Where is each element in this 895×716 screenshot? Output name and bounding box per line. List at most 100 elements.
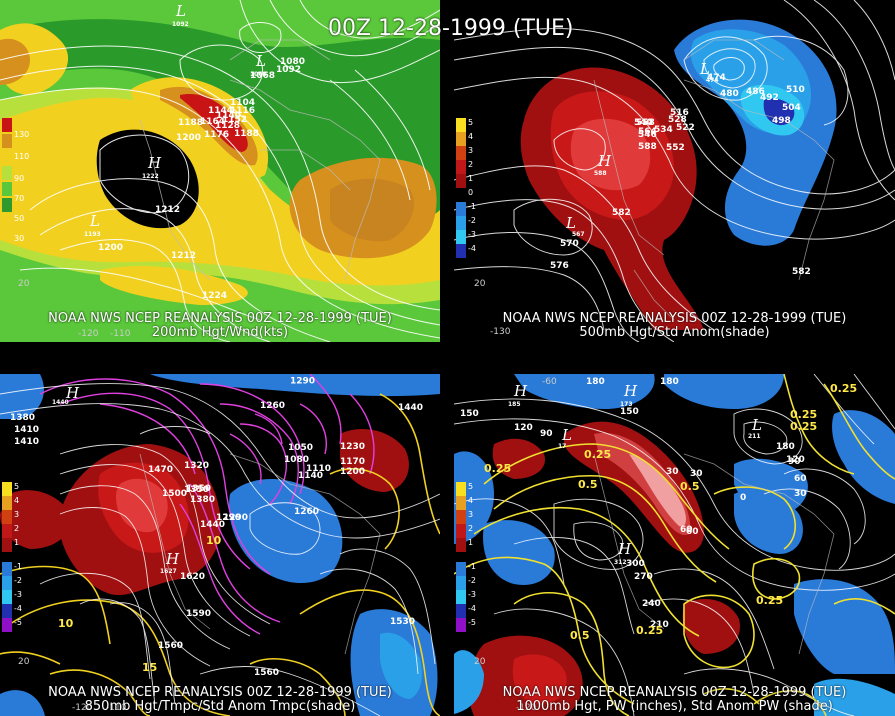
contour-label: 1620: [180, 572, 205, 582]
legend-label: 50: [14, 214, 25, 223]
lon-label: -60: [542, 377, 557, 387]
legend-label: -1: [14, 562, 22, 571]
legend-label: 3: [468, 510, 474, 519]
center-marker: L: [751, 416, 762, 434]
lat-label: 20: [474, 657, 486, 667]
panel-subcaption: 850mb Hgt/Tmpc/Std Anom Tmpc(shade): [84, 699, 356, 714]
contour-label: 1200: [176, 133, 201, 143]
page-title: 00Z 12-28-1999 (TUE): [328, 16, 574, 41]
pw-label: 0.5: [578, 478, 598, 491]
lat-label: 20: [18, 279, 30, 289]
contour-label: 1500: [162, 489, 187, 499]
contour-label: 270: [634, 572, 653, 582]
lon-label: -120: [72, 703, 93, 713]
contour-label: 546: [638, 130, 657, 140]
center-marker: L: [565, 214, 576, 232]
contour-label: 576: [550, 261, 569, 271]
contour-label: 528: [668, 115, 687, 125]
contour-label: 1530: [390, 617, 415, 627]
legend-label: -5: [14, 618, 22, 627]
legend-label: 30: [14, 234, 25, 243]
center-value: 211: [748, 433, 761, 440]
center-value: 1627: [160, 568, 177, 575]
contour-label: 180: [776, 442, 795, 452]
center-marker: H: [513, 382, 528, 400]
contour-label: 1170: [340, 457, 365, 467]
lon-label: -120: [516, 703, 537, 713]
contour-label: 1380: [190, 495, 215, 505]
legend-label: 4: [14, 496, 20, 505]
panel-caption: NOAA NWS NCEP REANALYSIS 00Z 12-28-1999 …: [502, 311, 847, 326]
contour-label: 90: [788, 457, 801, 467]
contour-label: 1410: [14, 437, 39, 447]
legend-label: 90: [14, 174, 25, 183]
lon-label: -120: [78, 329, 99, 339]
contour-label: 1320: [184, 461, 209, 471]
center-marker: L: [255, 52, 266, 70]
center-marker: H: [165, 550, 180, 568]
contour-label: 1212: [171, 251, 196, 261]
panel-subcaption: 500mb Hgt/Std Anom(shade): [579, 325, 770, 340]
map-850mb: 1290 1440 1410 1380 1350 1320 1470 1500 …: [0, 374, 440, 716]
center-value: 17: [558, 443, 566, 450]
contour-label: 150: [620, 407, 639, 417]
contour-label: 1152: [222, 115, 247, 125]
legend-label: -2: [14, 576, 22, 585]
lon-label: -110: [106, 703, 127, 713]
contour-label: 1068: [250, 71, 275, 81]
lat-label: 20: [18, 657, 30, 667]
contour-label: 210: [650, 620, 669, 630]
contour-label: 1140: [298, 471, 323, 481]
contour-label: 60: [794, 474, 807, 484]
contour-label: 1140: [216, 111, 241, 121]
contour-label: 60: [680, 525, 693, 535]
panel-caption: NOAA NWS NCEP REANALYSIS 00Z 12-28-1999 …: [48, 685, 392, 700]
legend-label: -2: [468, 576, 476, 585]
contour-label: 1110: [306, 464, 331, 474]
contour-label: 120: [786, 455, 805, 465]
contour-label: 1212: [155, 205, 180, 215]
legend-label: -4: [468, 604, 476, 613]
contour-label: 480: [720, 89, 739, 99]
contour-label: 558: [636, 118, 655, 128]
panel-subcaption: 200mb Hgt/Wnd(kts): [151, 325, 289, 340]
legend-label: -3: [468, 230, 476, 239]
center-value: 1222: [142, 173, 159, 180]
contour-label: 1410: [14, 425, 39, 435]
panel-subcaption: 1000mb Hgt, PW (inches), Std Anom PW (sh…: [516, 699, 833, 714]
center-marker: H: [623, 382, 638, 400]
contour-label: 0: [740, 493, 746, 503]
legend-label: -3: [468, 590, 476, 599]
legend-label: 0: [468, 188, 474, 197]
contour-label: 1188: [178, 118, 203, 128]
contour-label: 1050: [288, 443, 313, 453]
center-marker: H: [65, 384, 80, 402]
legend-label: 1: [468, 174, 474, 183]
contour-label: 1290: [216, 513, 241, 523]
pw-label: 0.5: [570, 629, 590, 642]
legend-label: -4: [14, 604, 22, 613]
contour-label: 1260: [294, 507, 319, 517]
center-value: 588: [594, 170, 607, 177]
center-marker: H: [617, 540, 632, 558]
contour-label: 582: [612, 208, 631, 218]
panel-caption: NOAA NWS NCEP REANALYSIS 00Z 12-28-1999 …: [502, 685, 847, 700]
contour-label: 486: [746, 87, 765, 97]
contour-label: 582: [792, 267, 811, 277]
contour-label: 1560: [254, 668, 279, 678]
legend-label: -1: [468, 202, 476, 211]
panel-caption: NOAA NWS NCEP REANALYSIS 00Z 12-28-1999 …: [48, 311, 392, 326]
contour-label: 1164: [200, 117, 225, 127]
contour-label: 1230: [340, 442, 365, 452]
contour-label: 240: [642, 599, 661, 609]
legend-label: 2: [14, 524, 20, 533]
contour-label: 1200: [98, 243, 123, 253]
pw-label: 0.25: [484, 462, 511, 475]
contour-label: 1260: [260, 401, 285, 411]
contour-label: 534: [654, 125, 673, 135]
center-marker: L: [561, 426, 572, 444]
contour-label: 1590: [186, 609, 211, 619]
contour-label: 1350: [186, 484, 211, 494]
center-value: 1068: [250, 71, 267, 78]
legend-label: -1: [468, 562, 476, 571]
